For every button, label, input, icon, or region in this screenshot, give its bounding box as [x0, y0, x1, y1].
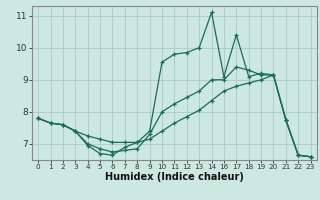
X-axis label: Humidex (Indice chaleur): Humidex (Indice chaleur) — [105, 172, 244, 182]
